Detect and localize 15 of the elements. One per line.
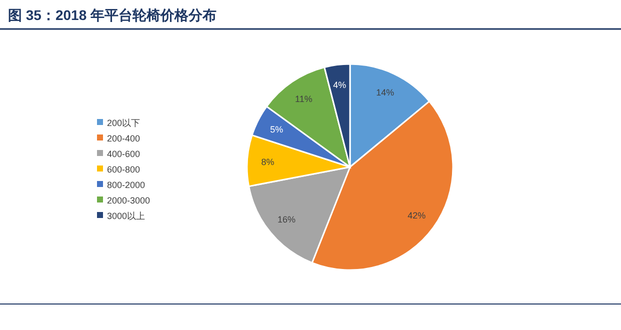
legend-label: 800-2000 xyxy=(107,180,146,190)
data-label: 5% xyxy=(270,124,284,135)
data-label: 42% xyxy=(408,210,426,220)
data-label: 4% xyxy=(333,80,346,90)
legend-label: 200-400 xyxy=(107,134,140,144)
chart-title: 图 35：2018 年平台轮椅价格分布 xyxy=(8,7,216,23)
data-label: 8% xyxy=(261,156,274,167)
data-label: 14% xyxy=(376,87,394,98)
data-label: 16% xyxy=(278,214,296,225)
legend-label: 2000-3000 xyxy=(107,196,150,206)
legend-label: 400-600 xyxy=(107,149,140,159)
data-label: 11% xyxy=(295,94,312,104)
legend-label: 3000以上 xyxy=(107,211,146,221)
legend-label: 200以下 xyxy=(107,118,140,128)
legend-label: 600-800 xyxy=(107,164,140,174)
